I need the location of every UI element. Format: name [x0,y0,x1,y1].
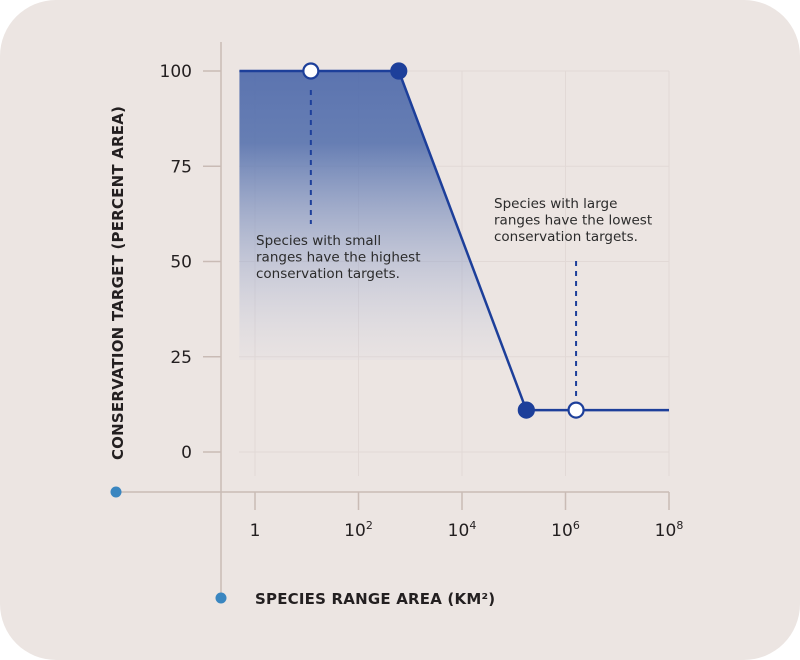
x-tick-base: 10 [344,521,366,541]
annotation-line: ranges have the highest [256,250,421,266]
series [239,62,669,419]
y-tick-label: 75 [170,157,192,177]
annotation-text: Species with small ranges have the highes… [256,233,421,282]
x-tick-exponent: 2 [366,519,373,532]
annotation-line: Species with large [494,196,617,212]
x-tick-label: 104 [448,519,477,541]
y-tick-label: 100 [160,62,192,82]
annotation-line: conservation targets. [494,229,638,245]
area-fill [239,71,508,360]
x-tick-exponent: 6 [573,519,580,532]
open-marker [302,62,320,80]
annotation-line: ranges have the lowest [494,213,652,229]
y-tick-label: 0 [181,443,192,463]
annotation-line: Species with small [256,233,381,249]
y-tick-label: 25 [170,348,192,368]
annotations: Species with small ranges have the highes… [256,90,652,398]
x-tick-label: 102 [344,519,373,541]
x-tick-base: 10 [655,521,677,541]
filled-marker [517,401,535,419]
x-tick-exponent: 8 [676,519,683,532]
y-tick-label: 50 [170,253,192,273]
x-tick-label: 108 [655,519,684,541]
y-axis-label: CONSERVATION TARGET (PERCENT AREA) [109,106,127,460]
x-tick-base: 1 [250,521,261,541]
x-tick-label: 106 [551,519,580,541]
y-axis-origin-dot [215,592,227,604]
annotation-line: conservation targets. [256,266,400,282]
filled-marker [390,62,408,80]
x-tick-exponent: 4 [469,519,476,532]
open-marker [567,401,585,419]
x-axis-label: SPECIES RANGE AREA (KM²) [255,590,495,608]
x-axis-origin-dot [110,486,122,498]
x-tick-label: 1 [250,521,261,541]
x-tick-base: 10 [448,521,470,541]
annotation-text: Species with large ranges have the lowest… [494,196,652,245]
x-tick-base: 10 [551,521,573,541]
